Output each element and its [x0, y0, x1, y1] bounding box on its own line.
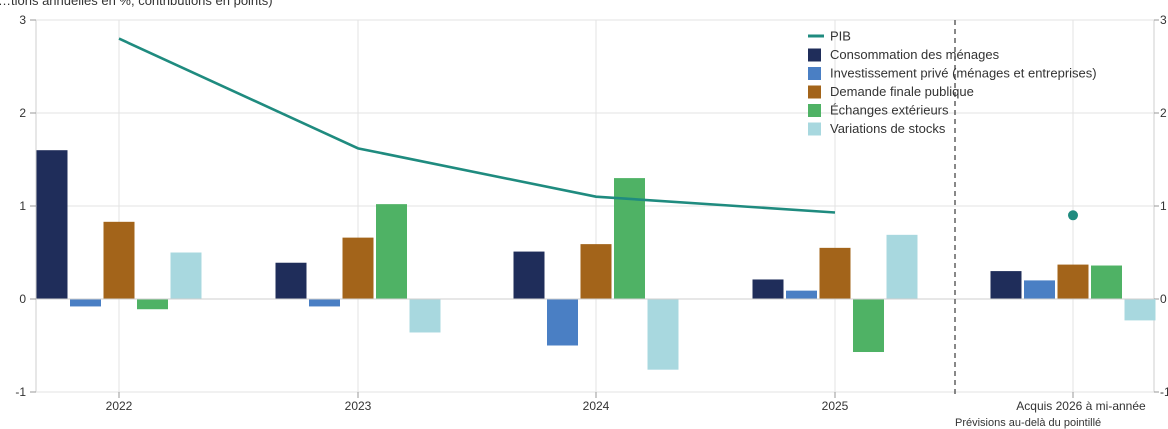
bar: [819, 247, 851, 299]
chart-subtitle: …tions annuelles en %, contributions en …: [0, 0, 273, 8]
legend-swatch: [808, 104, 821, 117]
bar: [752, 279, 784, 299]
y-axis-right: 3 2 1 0 -1: [1154, 13, 1168, 399]
bar: [342, 237, 374, 299]
y-tick-label: 3: [19, 13, 26, 27]
bar: [786, 290, 817, 299]
y-tick-label-right: -1: [1160, 385, 1168, 399]
bar: [170, 252, 202, 299]
bar: [990, 271, 1022, 299]
forecast-note: Prévisions au-delà du pointillé: [955, 417, 1101, 429]
legend-label: PIB: [830, 29, 851, 44]
y-tick-label: 0: [19, 292, 26, 306]
bar: [1024, 280, 1055, 299]
y-tick-label-right: 0: [1160, 292, 1167, 306]
bar: [580, 244, 612, 299]
bar: [137, 299, 168, 310]
x-tick-label: 2024: [583, 399, 610, 413]
bar: [70, 299, 101, 307]
bar: [886, 234, 918, 299]
legend-label: Échanges extérieurs: [830, 103, 949, 118]
bar: [1057, 264, 1089, 299]
bar: [647, 299, 679, 370]
y-tick-label: 2: [19, 106, 26, 120]
legend-label: Investissement privé (ménages et entrepr…: [830, 66, 1097, 81]
bar: [103, 221, 135, 299]
x-tick-label: Acquis 2026 à mi-année: [1016, 399, 1146, 413]
x-tick-label: 2022: [106, 399, 133, 413]
bar: [614, 178, 645, 299]
y-tick-label-right: 3: [1160, 13, 1167, 27]
pib-line: [118, 37, 836, 214]
legend: PIB Consommation des ménages Investissemen…: [808, 29, 1097, 136]
x-tick-label: 2023: [345, 399, 372, 413]
bar: [1091, 265, 1122, 299]
bar: [1124, 299, 1156, 321]
legend-label: Demande finale publique: [830, 84, 974, 99]
bar: [547, 299, 578, 346]
bar: [36, 150, 68, 299]
legend-swatch: [808, 48, 821, 62]
bar: [275, 262, 307, 299]
legend-label: Variations de stocks: [830, 121, 946, 136]
legend-swatch: [808, 122, 821, 136]
x-axis: 2022 2023 2024 2025 Acquis 2026 à mi-année: [106, 392, 1146, 413]
legend-label: Consommation des ménages: [830, 47, 1000, 62]
bar: [513, 251, 545, 299]
legend-swatch: [808, 85, 821, 99]
bar: [309, 299, 340, 307]
pib-series: [118, 37, 1078, 221]
y-tick-label-right: 1: [1160, 199, 1167, 213]
y-tick-label-right: 2: [1160, 106, 1167, 120]
y-axis-left: 3 2 1 0 -1: [15, 13, 36, 399]
bar: [409, 299, 441, 333]
legend-swatch: [808, 67, 821, 80]
bar: [376, 204, 407, 299]
x-tick-label: 2025: [822, 399, 849, 413]
y-tick-label: 1: [19, 199, 26, 213]
bar: [853, 299, 884, 353]
y-tick-label: -1: [15, 385, 26, 399]
pib-point: [1068, 210, 1078, 221]
